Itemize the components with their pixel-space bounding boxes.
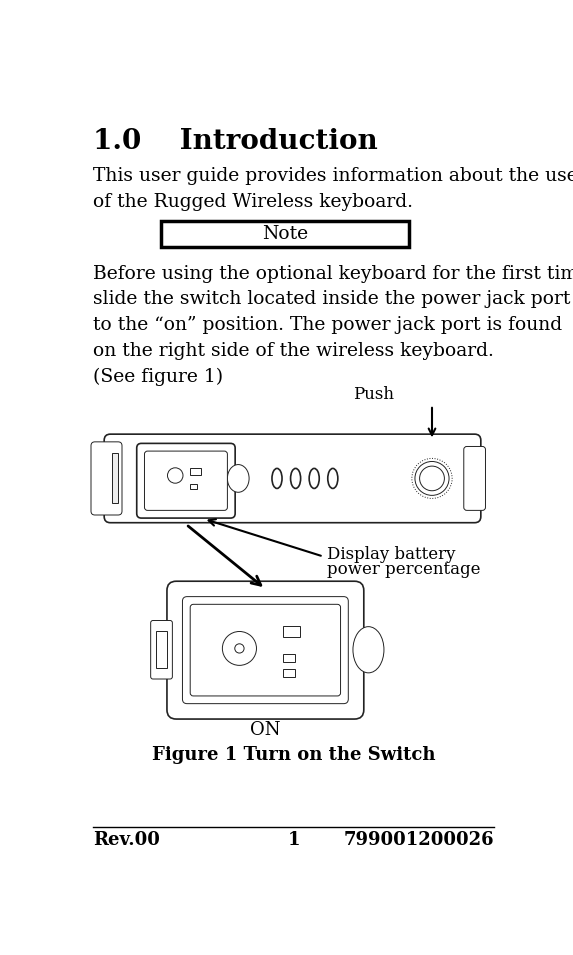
FancyBboxPatch shape [190, 605, 340, 696]
Text: This user guide provides information about the use
of the Rugged Wireless keyboa: This user guide provides information abo… [93, 167, 573, 211]
Text: ON: ON [250, 721, 281, 739]
FancyBboxPatch shape [167, 582, 364, 719]
Text: 1.0    Introduction: 1.0 Introduction [93, 129, 378, 156]
Ellipse shape [272, 468, 282, 488]
FancyBboxPatch shape [151, 621, 172, 679]
Text: Note: Note [262, 225, 308, 243]
FancyBboxPatch shape [144, 451, 227, 510]
Ellipse shape [291, 468, 301, 488]
Text: 799001200026: 799001200026 [343, 831, 494, 849]
Text: Before using the optional keyboard for the first time,
slide the switch located : Before using the optional keyboard for t… [93, 265, 573, 386]
Text: Rev.00: Rev.00 [93, 831, 160, 849]
FancyBboxPatch shape [190, 468, 201, 476]
FancyBboxPatch shape [104, 435, 481, 522]
FancyBboxPatch shape [156, 631, 167, 668]
Text: Display battery: Display battery [327, 546, 456, 562]
Text: 1: 1 [288, 831, 300, 849]
FancyBboxPatch shape [282, 668, 295, 677]
Text: power percentage: power percentage [327, 562, 481, 578]
FancyBboxPatch shape [282, 654, 295, 662]
FancyBboxPatch shape [112, 454, 118, 503]
FancyBboxPatch shape [190, 484, 197, 489]
Ellipse shape [328, 468, 338, 488]
FancyBboxPatch shape [161, 221, 409, 247]
Text: Push: Push [354, 387, 394, 403]
FancyBboxPatch shape [464, 447, 485, 510]
FancyBboxPatch shape [91, 442, 122, 515]
Circle shape [167, 468, 183, 483]
Ellipse shape [353, 626, 384, 673]
Text: Figure 1 Turn on the Switch: Figure 1 Turn on the Switch [152, 746, 435, 764]
Ellipse shape [309, 468, 319, 488]
FancyBboxPatch shape [282, 626, 300, 637]
Ellipse shape [227, 464, 249, 492]
FancyBboxPatch shape [182, 597, 348, 704]
FancyBboxPatch shape [137, 443, 235, 518]
